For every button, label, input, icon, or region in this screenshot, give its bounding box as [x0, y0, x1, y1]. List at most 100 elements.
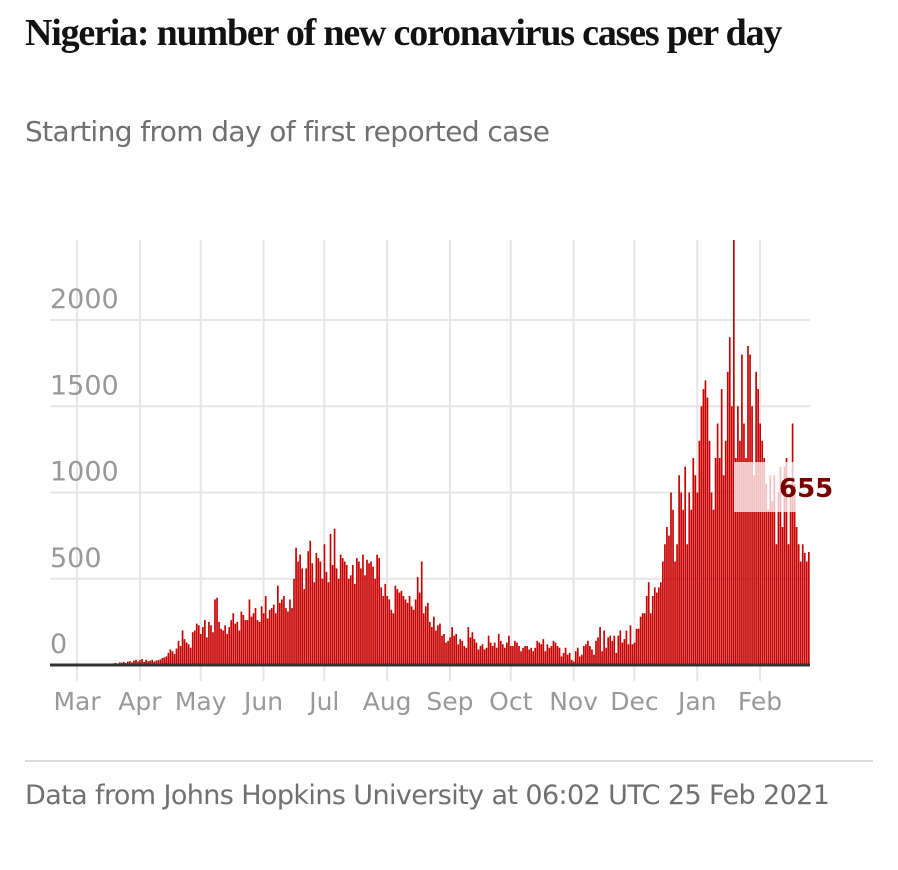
- bar: [658, 587, 660, 665]
- bar: [238, 630, 241, 665]
- bar: [753, 475, 755, 665]
- bar: [556, 646, 559, 665]
- bar: [218, 621, 220, 665]
- bar: [161, 658, 164, 665]
- x-tick-label: Jun: [242, 687, 283, 716]
- bar: [603, 630, 605, 665]
- bar: [643, 613, 646, 665]
- bar: [716, 423, 719, 665]
- x-tick-label: Mar: [53, 687, 101, 716]
- bar: [183, 639, 186, 665]
- chart-subtitle: Starting from day of first reported case: [25, 115, 550, 148]
- bar: [479, 646, 482, 665]
- bar: [797, 544, 800, 665]
- x-tick-label: Apr: [118, 687, 162, 716]
- bar: [283, 596, 285, 665]
- bar: [605, 647, 607, 665]
- bar: [639, 616, 642, 665]
- bar: [783, 466, 786, 665]
- bar: [333, 528, 336, 665]
- bar: [441, 635, 443, 665]
- bar: [143, 661, 145, 665]
- bar: [368, 563, 370, 665]
- bar: [668, 535, 670, 665]
- bar: [139, 660, 141, 665]
- bar: [323, 544, 326, 665]
- x-tick-label: Nov: [549, 687, 598, 716]
- bar: [737, 406, 739, 665]
- bar: [210, 625, 212, 665]
- bar: [694, 475, 697, 665]
- bar: [499, 640, 502, 665]
- bar: [289, 599, 291, 665]
- bar: [244, 620, 247, 665]
- bar: [696, 492, 699, 665]
- bar: [295, 547, 297, 665]
- bar: [607, 637, 610, 665]
- bar: [388, 599, 391, 665]
- bar: [347, 578, 350, 665]
- bar: [743, 423, 745, 665]
- bar: [570, 659, 573, 665]
- x-axis-tick-labels: Mar Apr May Jun Jul Aug Sep Oct Nov Dec Jan Feb: [53, 687, 782, 716]
- bar: [633, 642, 636, 665]
- bar: [501, 644, 504, 665]
- bar: [554, 642, 557, 665]
- bar: [193, 630, 196, 665]
- bar: [564, 647, 567, 665]
- bar: [345, 564, 348, 665]
- bar: [370, 561, 372, 665]
- bar: [674, 561, 676, 665]
- bar: [771, 501, 774, 665]
- bar-chart: 0 500 1000 1500 2000 Mar Apr May Jun Jul Aug Sep Oc…: [50, 240, 833, 716]
- bar: [724, 440, 727, 665]
- bar: [785, 458, 788, 665]
- bar: [550, 646, 553, 665]
- bar: [248, 599, 251, 665]
- bar: [159, 659, 162, 665]
- bar: [710, 492, 713, 665]
- bar: [315, 552, 318, 665]
- bar: [755, 371, 757, 665]
- bar: [641, 613, 644, 665]
- bar: [268, 609, 271, 665]
- bar: [728, 337, 731, 665]
- bar: [651, 596, 654, 665]
- bar: [177, 640, 180, 665]
- bar: [475, 642, 478, 665]
- bar: [420, 561, 423, 665]
- bar: [431, 627, 433, 665]
- bar: [589, 646, 591, 665]
- bar: [301, 568, 303, 665]
- bar: [518, 646, 520, 665]
- bar: [321, 578, 324, 665]
- bar: [187, 644, 190, 665]
- bar: [611, 640, 614, 665]
- bar: [240, 611, 243, 665]
- bar: [807, 552, 810, 665]
- bar: [157, 660, 160, 665]
- bar: [331, 564, 334, 665]
- bar: [578, 656, 581, 665]
- bar: [137, 661, 139, 665]
- bar: [329, 533, 332, 665]
- bar: [493, 642, 496, 665]
- bar: [414, 599, 417, 665]
- bar: [337, 578, 340, 665]
- bar: [508, 635, 510, 665]
- bar: [572, 661, 575, 665]
- bar: [718, 458, 721, 665]
- bar: [260, 606, 263, 665]
- bar: [167, 652, 170, 665]
- bar: [356, 558, 358, 665]
- bar: [256, 620, 259, 665]
- x-tick-label: Oct: [489, 687, 532, 716]
- bar: [122, 661, 125, 665]
- bar: [382, 596, 385, 665]
- bar: [637, 628, 640, 665]
- bar: [704, 380, 707, 665]
- bar: [396, 589, 399, 665]
- bar: [199, 633, 202, 665]
- bar: [360, 568, 362, 665]
- bar: [714, 458, 717, 665]
